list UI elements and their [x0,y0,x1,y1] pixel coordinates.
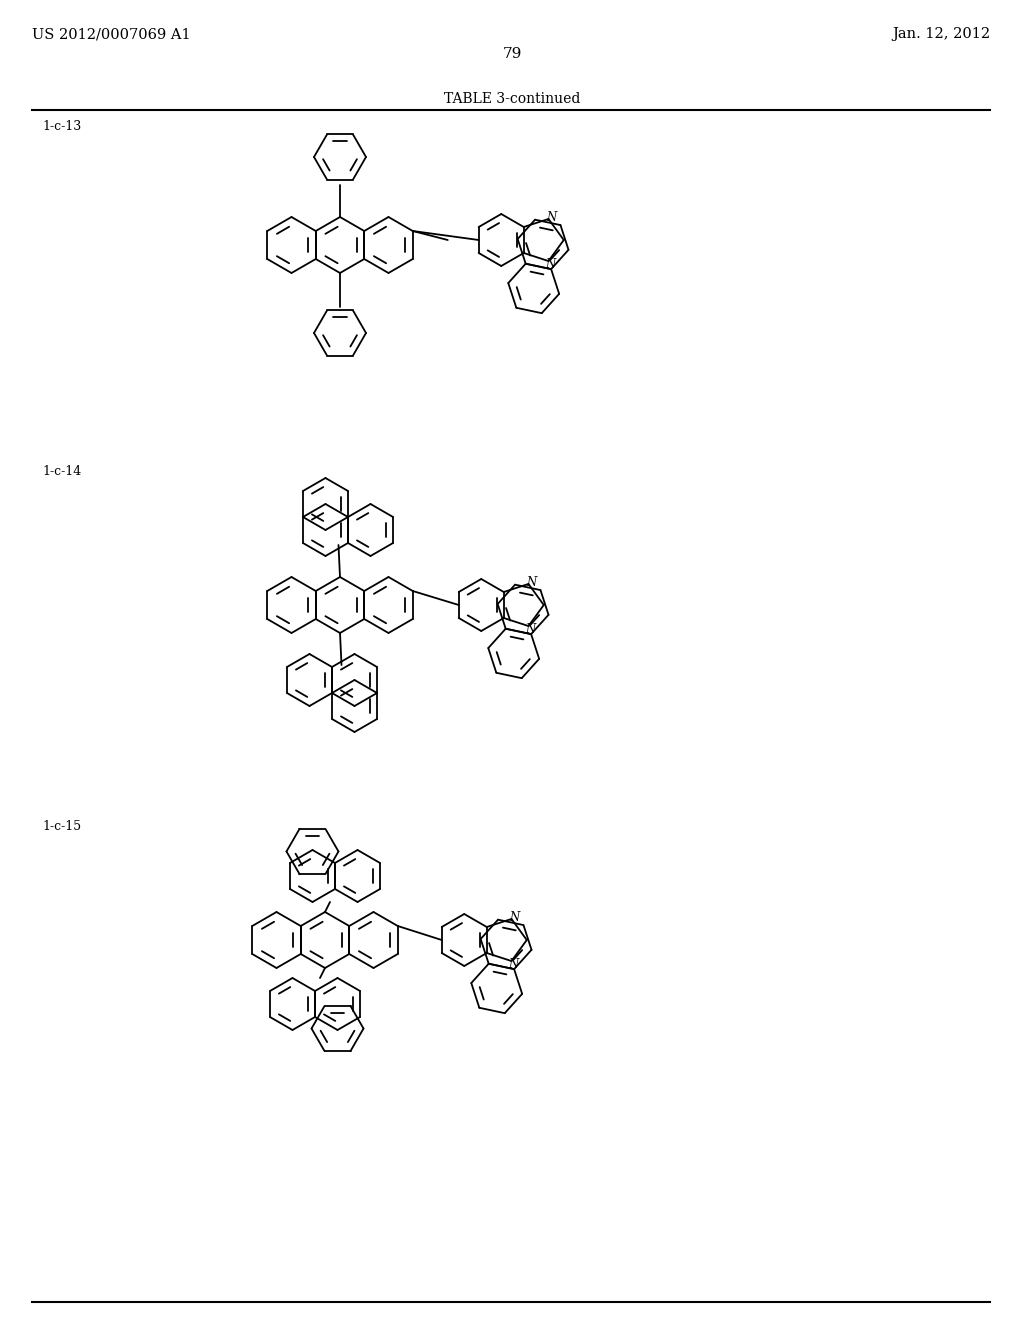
Text: N: N [546,257,556,271]
Text: N: N [526,577,537,590]
Text: TABLE 3-continued: TABLE 3-continued [443,92,581,106]
Text: 1-c-15: 1-c-15 [42,820,81,833]
Text: N: N [525,623,536,635]
Text: US 2012/0007069 A1: US 2012/0007069 A1 [32,26,190,41]
Text: 79: 79 [503,48,521,61]
Text: 1-c-14: 1-c-14 [42,465,81,478]
Text: 1-c-13: 1-c-13 [42,120,81,133]
Text: N: N [547,211,557,224]
Text: N: N [509,912,519,924]
Text: N: N [508,957,518,970]
Text: Jan. 12, 2012: Jan. 12, 2012 [892,26,990,41]
